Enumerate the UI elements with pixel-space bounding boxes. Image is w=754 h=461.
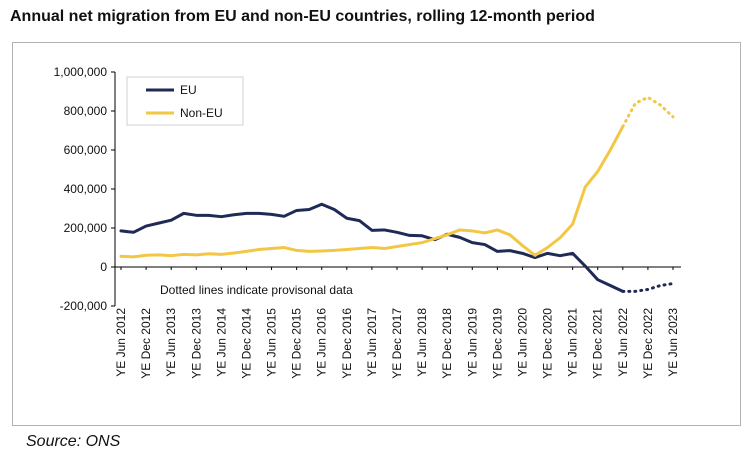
series-line-non-eu xyxy=(119,125,625,259)
legend-label-eu: EU xyxy=(180,83,197,97)
x-tick-label: YE Dec 2020 xyxy=(541,308,555,379)
source-note: Source: ONS xyxy=(26,433,121,450)
x-tick-label: YE Jun 2018 xyxy=(415,308,429,377)
y-tick-label: 1,000,000 xyxy=(54,65,108,79)
x-tick-label: YE Dec 2019 xyxy=(490,308,504,379)
y-tick-label: 800,000 xyxy=(64,104,108,118)
x-tick-label: YE Jun 2017 xyxy=(365,308,379,377)
series-eu xyxy=(119,202,675,293)
legend-box xyxy=(126,76,244,126)
x-tick-label: YE Jun 2023 xyxy=(666,308,680,377)
chart-title: Annual net migration from EU and non-EU … xyxy=(10,8,595,25)
x-tick-label: YE Jun 2015 xyxy=(265,308,279,377)
x-axis: YE Jun 2012 YE Dec 2012 YE Jun 2013 YE Dec … xyxy=(114,266,681,379)
x-tick-label: YE Dec 2022 xyxy=(641,308,655,379)
x-tick-label: YE Jun 2014 xyxy=(214,308,228,377)
x-tick-label: YE Jun 2016 xyxy=(315,308,329,377)
x-tick-label: YE Dec 2015 xyxy=(290,308,304,379)
x-tick-label: YE Jun 2020 xyxy=(515,308,529,377)
x-tick-label: YE Dec 2018 xyxy=(440,308,454,379)
legend-label-non-eu: Non-EU xyxy=(180,106,223,120)
series-provisional-line-non-eu xyxy=(621,95,675,129)
x-tick-label: YE Jun 2022 xyxy=(616,308,630,377)
x-tick-label: YE Dec 2012 xyxy=(139,308,153,379)
x-tick-label: YE Jun 2021 xyxy=(566,308,580,377)
x-tick-label: YE Dec 2016 xyxy=(340,308,354,379)
y-tick-label: 400,000 xyxy=(64,182,108,196)
y-tick-label: 200,000 xyxy=(64,221,108,235)
series-layer xyxy=(119,95,675,293)
y-tick-label: -200,000 xyxy=(60,299,108,313)
chart-frame xyxy=(12,42,741,426)
x-tick-label: YE Jun 2012 xyxy=(114,308,128,377)
x-tick-label: YE Dec 2021 xyxy=(591,308,605,379)
series-line-eu xyxy=(119,202,625,293)
x-tick-label: YE Jun 2019 xyxy=(465,308,479,377)
y-axis: -200,000 0 200,000 400,000 600,000 800,000 1,0… xyxy=(54,65,116,313)
x-tick-label: YE Dec 2017 xyxy=(390,308,404,379)
series-non-eu xyxy=(119,95,675,259)
series-provisional-line-eu xyxy=(621,282,675,293)
provisional-annotation: Dotted lines indicate provisonal data xyxy=(160,283,353,297)
x-tick-label: YE Dec 2013 xyxy=(189,308,203,379)
x-tick-label: YE Dec 2014 xyxy=(239,308,253,379)
y-tick-label: 600,000 xyxy=(64,143,108,157)
x-tick-label: YE Jun 2013 xyxy=(164,308,178,377)
y-tick-label: 0 xyxy=(100,260,107,274)
legend: EU Non-EU xyxy=(126,76,244,126)
